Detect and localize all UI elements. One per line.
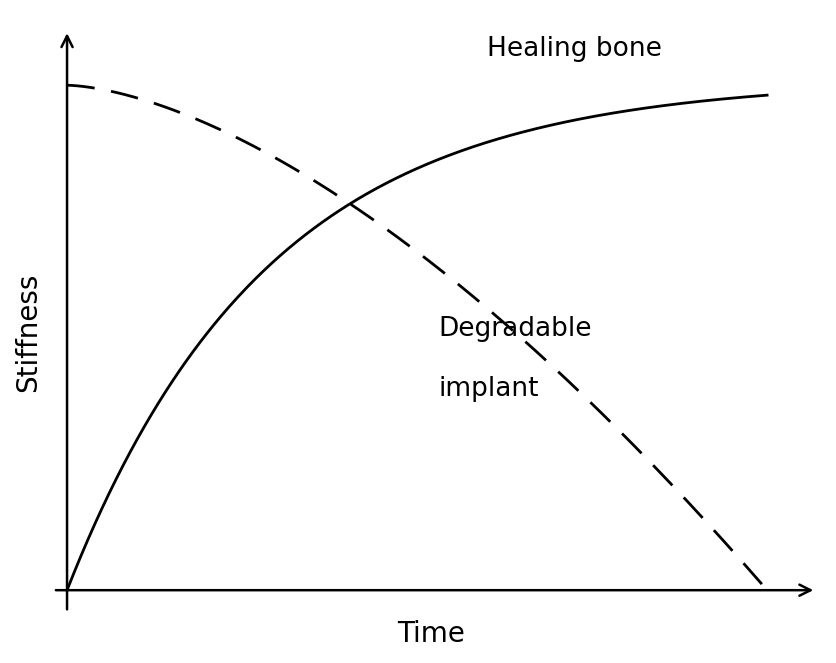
Text: Stiffness: Stiffness (14, 272, 43, 392)
Text: implant: implant (437, 376, 538, 402)
Text: Degradable: Degradable (437, 316, 591, 341)
Text: Time: Time (396, 620, 465, 648)
Text: Healing bone: Healing bone (487, 36, 661, 62)
